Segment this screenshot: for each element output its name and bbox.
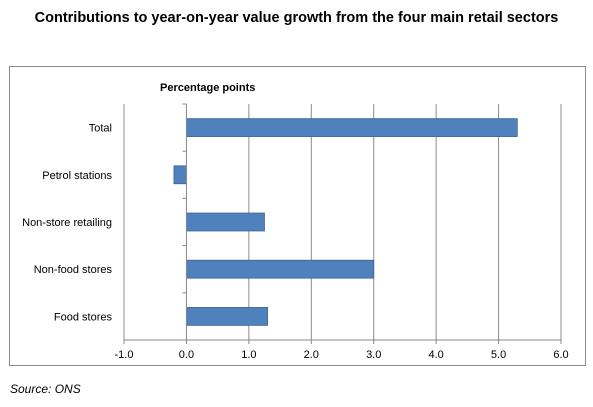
bar bbox=[186, 259, 375, 279]
category-labels: Total Petrol stations Non-store retailing N… bbox=[22, 123, 112, 324]
category-label: Petrol stations bbox=[42, 170, 112, 182]
category-label: Non-food stores bbox=[34, 264, 113, 276]
bar bbox=[186, 212, 265, 232]
bar bbox=[173, 165, 187, 185]
x-tick-label: 6.0 bbox=[553, 349, 568, 361]
category-label: Total bbox=[89, 123, 112, 135]
gridlines bbox=[123, 104, 562, 340]
x-tick-label: 3.0 bbox=[366, 349, 381, 361]
category-label: Non-store retailing bbox=[22, 217, 112, 229]
axes bbox=[123, 103, 562, 344]
chart-title: Contributions to year-on-year value grow… bbox=[34, 10, 559, 26]
x-tick-label: 1.0 bbox=[241, 349, 256, 361]
x-tick-label: 2.0 bbox=[304, 349, 319, 361]
x-tick-label: 0.0 bbox=[179, 349, 194, 361]
bars bbox=[173, 118, 518, 326]
x-tick-label: 4.0 bbox=[428, 349, 443, 361]
bar bbox=[186, 118, 518, 137]
bar bbox=[186, 307, 268, 326]
category-label: Food stores bbox=[54, 311, 113, 323]
axis-title: Percentage points bbox=[160, 82, 255, 94]
tick-labels: -1.0 0.0 1.0 2.0 3.0 4.0 5.0 6.0 bbox=[115, 349, 569, 361]
x-tick-label: -1.0 bbox=[115, 349, 134, 361]
source-note: Source: ONS bbox=[10, 382, 81, 396]
chart-area bbox=[9, 66, 586, 366]
x-tick-label: 5.0 bbox=[491, 349, 506, 361]
